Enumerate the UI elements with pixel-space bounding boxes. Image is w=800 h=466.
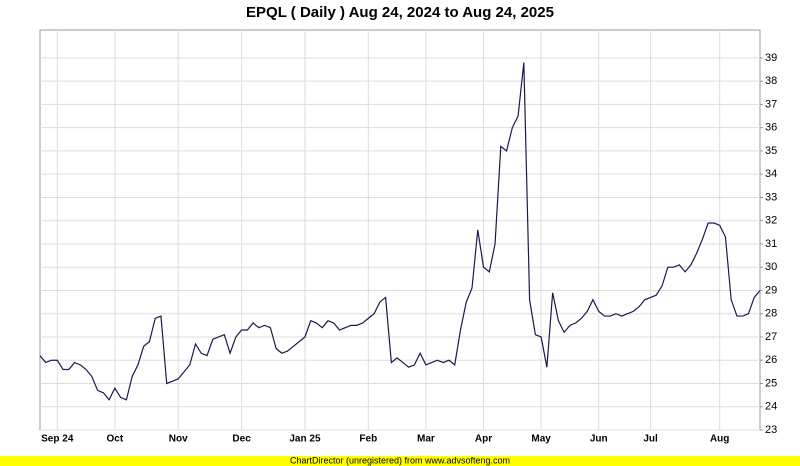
- y-tick-label: 39: [765, 52, 777, 64]
- grid: 23 24 25 26 27 28 29 30 31 32 33 34 35 36 37 38 39 Sep 24…: [40, 30, 777, 445]
- y-tick-label: 27: [765, 331, 777, 343]
- x-tick-label: Dec: [232, 434, 251, 445]
- y-tick-label: 28: [765, 308, 777, 320]
- y-tick-label: 29: [765, 284, 777, 296]
- x-tick-label: Jun: [590, 434, 608, 445]
- y-tick-label: 24: [765, 401, 777, 413]
- y-tick-label: 30: [765, 261, 777, 273]
- y-tick-label: 34: [765, 168, 777, 180]
- x-tick-label: Nov: [169, 434, 188, 445]
- y-tick-label: 23: [765, 424, 777, 436]
- x-tick-label: Jul: [643, 434, 658, 445]
- marks: [39, 62, 761, 401]
- x-tick-label: Sep 24: [41, 434, 74, 445]
- plot-area: [39, 29, 761, 431]
- y-tick-label: 26: [765, 354, 777, 366]
- y-tick-label: 38: [765, 75, 777, 87]
- y-tick-label: 37: [765, 98, 777, 110]
- x-tick-label: Jan 25: [289, 434, 321, 445]
- y-tick-label: 32: [765, 215, 777, 227]
- footer: ChartDirector (unregistered) from www.ad…: [290, 455, 510, 465]
- y-tick-label: 35: [765, 145, 777, 157]
- x-tick-label: Oct: [107, 434, 124, 445]
- x-tick-label: May: [531, 434, 551, 445]
- x-tick-label: Aug: [710, 434, 729, 445]
- y-tick-label: 31: [765, 238, 777, 250]
- x-tick-label: Mar: [417, 434, 435, 445]
- y-tick-label: 33: [765, 191, 777, 203]
- x-tick-label: Apr: [475, 434, 492, 445]
- footer-bar: [0, 456, 800, 466]
- price-line: [39, 62, 761, 401]
- x-tick-label: Feb: [359, 434, 377, 445]
- y-tick-label: 25: [765, 377, 777, 389]
- chart-title: EPQL ( Daily ) Aug 24, 2024 to Aug 24, 2…: [246, 4, 554, 21]
- y-tick-label: 36: [765, 122, 777, 134]
